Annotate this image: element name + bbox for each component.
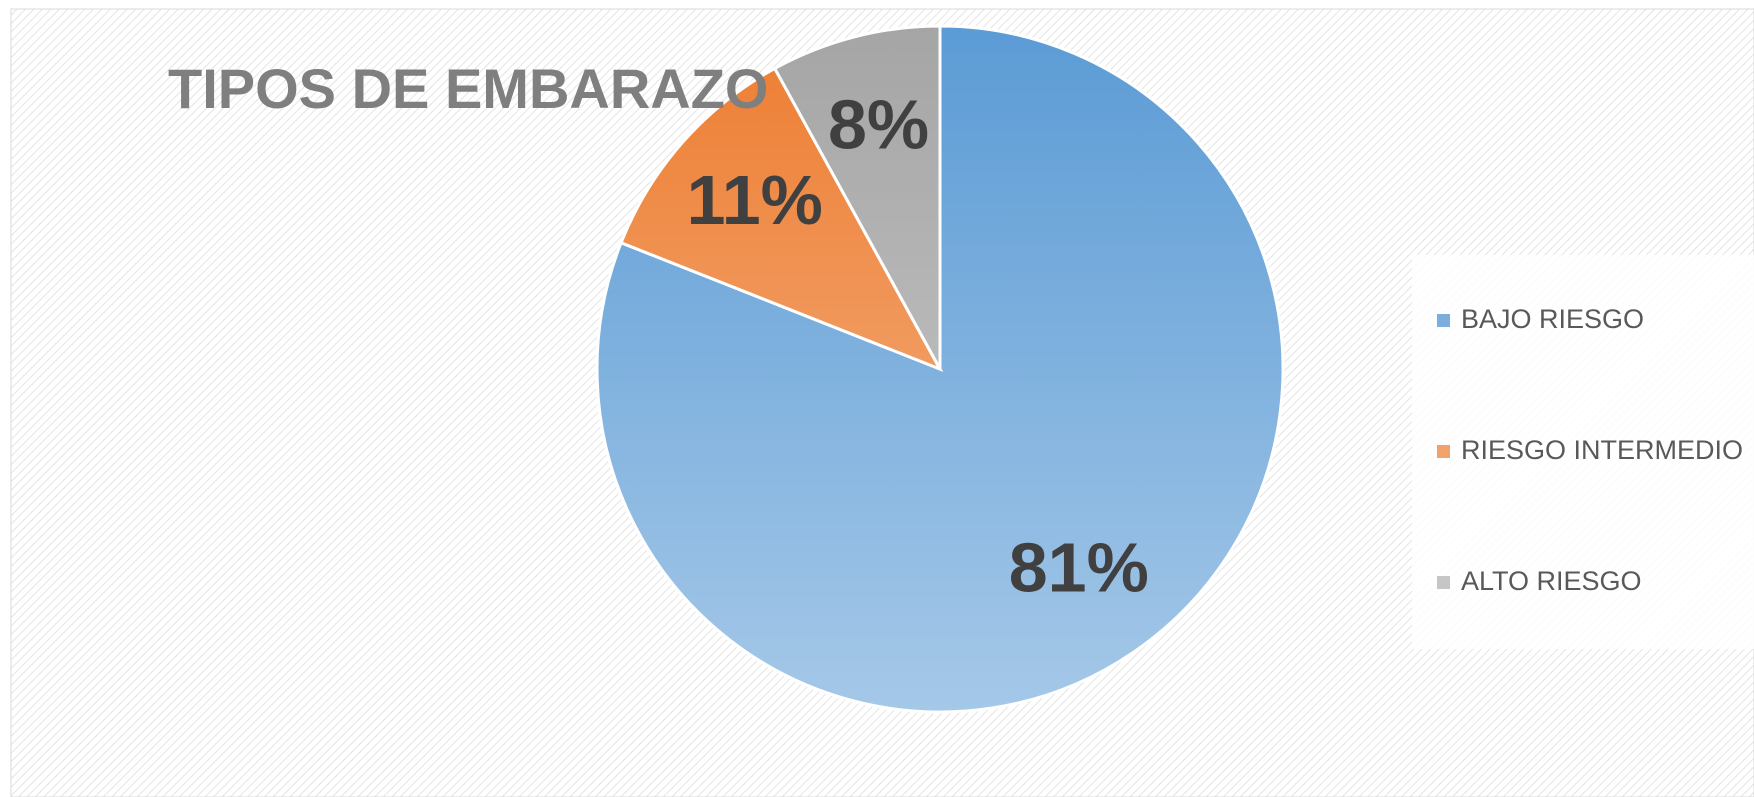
legend-label: RIESGO INTERMEDIO (1461, 435, 1743, 465)
data-label: 11% (687, 161, 823, 239)
legend-marker (1437, 576, 1450, 589)
legend-marker (1437, 314, 1450, 327)
pie-slice (619, 66, 944, 372)
legend-label: ALTO RIESGO (1461, 566, 1642, 596)
data-label: 81% (1009, 529, 1149, 607)
legend-marker (1437, 445, 1450, 458)
data-label: 8% (828, 85, 929, 163)
legend-box (1412, 255, 1754, 649)
pie-slice (772, 24, 942, 370)
chart-title: TIPOS DE EMBARAZO (168, 57, 768, 120)
legend-label: BAJO RIESGO (1461, 304, 1644, 334)
